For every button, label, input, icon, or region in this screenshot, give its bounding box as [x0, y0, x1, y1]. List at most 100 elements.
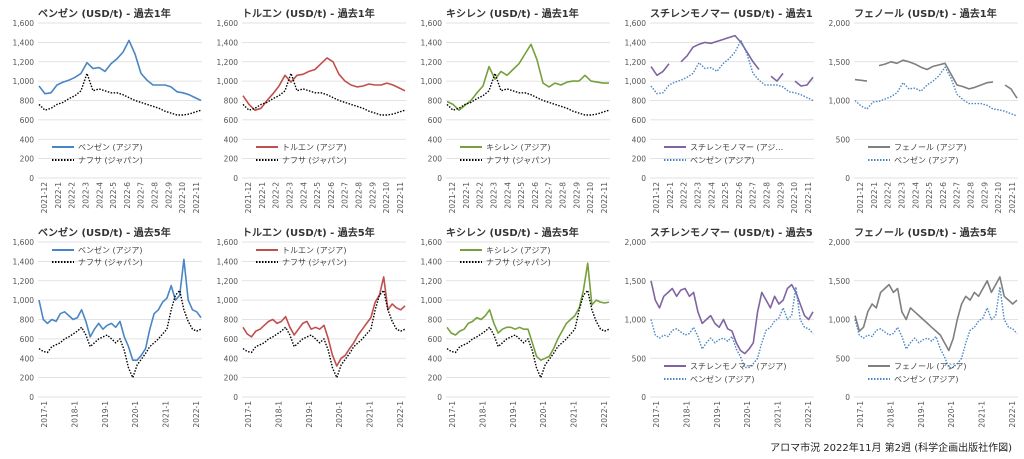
series-line-2 — [242, 289, 406, 379]
y-tick-label: 1,200 — [13, 58, 35, 67]
x-tick-label: 2022-1 — [1008, 401, 1017, 428]
y-tick-label: 500 — [836, 354, 851, 363]
chart-title: フェノール (USD/t) - 過去1年 — [854, 7, 997, 20]
x-tick-label: 2019-1 — [713, 401, 722, 428]
x-tick-label: 2022-2 — [680, 182, 689, 209]
x-tick-label: 2020-1 — [947, 401, 956, 428]
y-tick-label: 1,400 — [625, 38, 647, 47]
series-line-1 — [38, 258, 202, 361]
chart-panel-9: スチレンモノマー (USD/t) - 過去5 0 500 1,000 1,500 2,00… — [625, 226, 814, 428]
y-tick-label: 1,000 — [829, 97, 851, 106]
x-tick-label: 2021-12 — [244, 182, 253, 214]
x-tick-label: 2022-5 — [925, 182, 934, 209]
x-tick-label: 2022-1 — [600, 401, 609, 428]
y-tick-label: 400 — [20, 354, 35, 363]
x-tick-label: 2022-1 — [804, 401, 813, 428]
x-tick-label: 2022-6 — [939, 182, 948, 209]
y-tick-label: 1,600 — [625, 19, 647, 28]
chart-title: ベンゼン (USD/t) - 過去5年 — [38, 226, 171, 239]
series-line-2 — [854, 66, 1018, 117]
y-tick-label: 400 — [428, 135, 443, 144]
x-tick-label: 2022-1 — [54, 182, 63, 209]
chart-panel-1: ベンゼン (USD/t) - 過去1年 0 200 400 600 800 1,000 1,2… — [13, 7, 202, 214]
legend-label: ベンゼン (アジア) — [78, 142, 142, 152]
x-tick-label: 2022-8 — [967, 182, 976, 209]
x-tick-label: 2018-1 — [70, 401, 79, 428]
y-tick-label: 200 — [224, 374, 239, 383]
y-tick-label: 600 — [428, 335, 443, 344]
y-tick-label: 0 — [437, 174, 442, 183]
series-line-1 — [854, 59, 1018, 99]
y-tick-label: 1,000 — [13, 77, 35, 86]
y-tick-label: 400 — [428, 354, 443, 363]
x-tick-label: 2018-1 — [886, 401, 895, 428]
x-tick-label: 2022-11 — [600, 182, 609, 214]
y-tick-label: 2,000 — [625, 238, 647, 247]
y-tick-label: 1,200 — [13, 277, 35, 286]
series-line-1 — [242, 276, 406, 367]
y-tick-label: 800 — [20, 316, 35, 325]
y-tick-label: 1,200 — [217, 277, 239, 286]
x-tick-label: 2022-8 — [151, 182, 160, 209]
x-tick-label: 2021-12 — [40, 182, 49, 214]
x-tick-label: 2022-1 — [192, 401, 201, 428]
x-tick-label: 2021-12 — [448, 182, 457, 214]
x-tick-label: 2022-2 — [272, 182, 281, 209]
x-tick-label: 2017-1 — [448, 401, 457, 428]
legend-label: ナフサ (ジャパン) — [486, 258, 551, 267]
legend-label: ベンゼン (アジア) — [894, 155, 958, 165]
legend-label: ベンゼン (アジア) — [894, 374, 958, 384]
x-tick-label: 2022-9 — [164, 182, 173, 209]
y-tick-label: 200 — [20, 374, 35, 383]
chart-panel-6: ベンゼン (USD/t) - 過去5年 0 200 400 600 800 1,000 1,2… — [13, 226, 202, 428]
x-tick-label: 2022-8 — [355, 182, 364, 209]
x-tick-label: 2021-12 — [856, 182, 865, 214]
y-tick-label: 0 — [845, 174, 850, 183]
x-tick-label: 2022-2 — [476, 182, 485, 209]
chart-title: スチレンモノマー (USD/t) - 過去5 — [650, 226, 813, 239]
legend-label: ナフサ (ジャパン) — [282, 258, 347, 267]
y-tick-label: 200 — [224, 155, 239, 164]
y-tick-label: 1,600 — [13, 238, 35, 247]
x-tick-label: 2022-4 — [503, 182, 512, 209]
y-tick-label: 1,200 — [421, 58, 443, 67]
x-tick-label: 2022-7 — [341, 182, 350, 209]
y-tick-label: 600 — [224, 116, 239, 125]
series-line-2 — [650, 286, 814, 369]
x-tick-label: 2022-10 — [382, 182, 391, 214]
series-line-1 — [650, 280, 814, 355]
x-tick-label: 2022-1 — [462, 182, 471, 209]
x-tick-label: 2022-6 — [123, 182, 132, 209]
chart-panel-4: スチレンモノマー (USD/t) - 過去1 0 200 400 600 800 1,000… — [625, 7, 814, 214]
legend-label: ベンゼン (アジア) — [78, 245, 142, 255]
x-tick-label: 2020-1 — [539, 401, 548, 428]
x-tick-label: 2022-5 — [517, 182, 526, 209]
x-tick-label: 2021-1 — [162, 401, 171, 428]
x-tick-label: 2019-1 — [101, 401, 110, 428]
chart-title: トルエン (USD/t) - 過去5年 — [242, 226, 375, 239]
x-tick-label: 2022-3 — [285, 182, 294, 209]
x-tick-label: 2022-11 — [1008, 182, 1017, 214]
y-tick-label: 1,000 — [829, 316, 851, 325]
series-line-2 — [446, 289, 610, 379]
chart-title: キシレン (USD/t) - 過去5年 — [446, 226, 579, 239]
x-tick-label: 2022-1 — [396, 401, 405, 428]
y-tick-label: 200 — [428, 155, 443, 164]
x-tick-label: 2021-12 — [652, 182, 661, 214]
chart-panel-7: トルエン (USD/t) - 過去5年 0 200 400 600 800 1,000 1,2… — [217, 226, 406, 428]
y-tick-label: 1,000 — [13, 296, 35, 305]
chart-panel-5: フェノール (USD/t) - 過去1年 0 500 1,000 1,500 2,000 2… — [829, 7, 1018, 214]
series-line-2 — [650, 39, 814, 102]
x-tick-label: 2020-1 — [335, 401, 344, 428]
y-tick-label: 1,400 — [13, 257, 35, 266]
x-tick-label: 2022-7 — [545, 182, 554, 209]
y-tick-label: 0 — [233, 174, 238, 183]
x-tick-label: 2022-6 — [735, 182, 744, 209]
y-tick-label: 1,400 — [421, 38, 443, 47]
x-tick-label: 2022-10 — [586, 182, 595, 214]
y-tick-label: 800 — [428, 97, 443, 106]
x-tick-label: 2017-1 — [40, 401, 49, 428]
x-tick-label: 2022-7 — [953, 182, 962, 209]
x-tick-label: 2022-1 — [666, 182, 675, 209]
x-tick-label: 2022-11 — [192, 182, 201, 214]
